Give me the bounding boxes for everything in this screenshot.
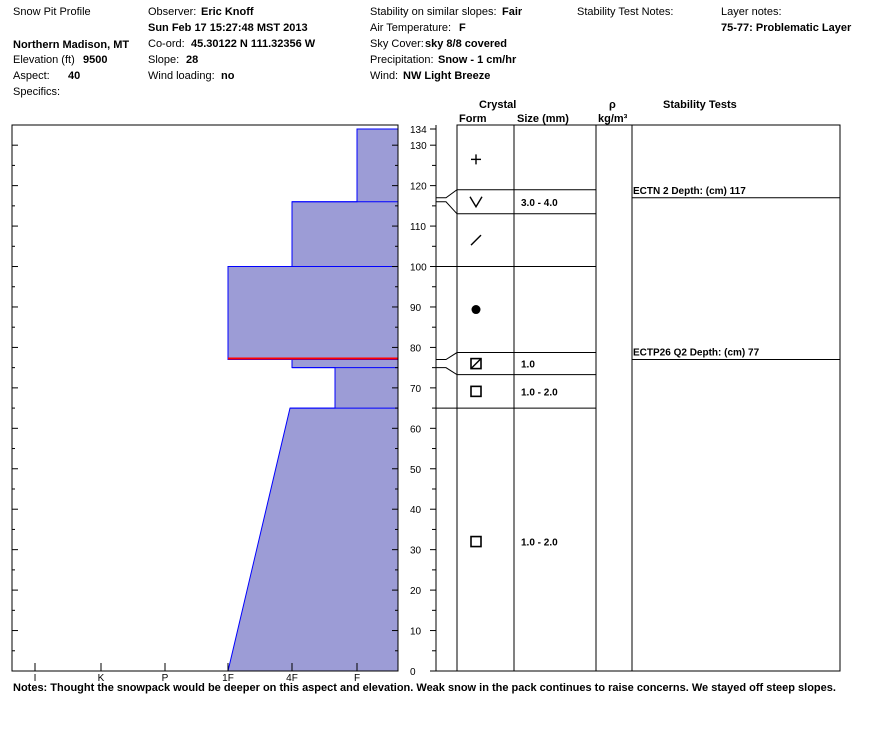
height-tick-label: 30: [410, 546, 422, 557]
dot-icon: [471, 305, 481, 315]
layer-row-boundary: [436, 367, 596, 376]
stability-test-label: ECTN 2 Depth: (cm) 117: [633, 186, 746, 197]
layer-row-boundary: [436, 189, 596, 199]
vee-icon: [469, 196, 483, 209]
square-icon: [470, 535, 482, 548]
specifics-label: Specifics:: [13, 86, 61, 98]
crystal-size-label: 3.0 - 4.0: [521, 198, 558, 209]
layer-table-frame: [456, 124, 841, 672]
coord-value: 45.30122 N 111.32356 W: [191, 38, 316, 50]
crystal-layer-row: [471, 154, 481, 165]
stability-tests-header: Stability Tests: [663, 99, 737, 111]
hardness-tick-label: 1F: [222, 673, 234, 684]
slope-value: 28: [186, 54, 199, 66]
density-unit: kg/m³: [598, 113, 628, 125]
layer-table-panel: 3.0 - 4.0 1.0 1.0 - 2.0 1.0 - 2.0 ECTN 2 Dep…: [436, 124, 841, 672]
sky-value: sky 8/8 covered: [425, 38, 507, 50]
aspect-label: Aspect:: [13, 70, 50, 82]
crystal-layer-row: 1.0 - 2.0: [470, 535, 558, 549]
height-tick-label: 50: [410, 465, 422, 476]
layer-row-boundary: [436, 352, 596, 361]
elevation-value: 9500: [83, 54, 108, 66]
sky-label: Sky Cover:: [370, 38, 424, 50]
notes: Notes: Thought the snowpack would be dee…: [13, 682, 836, 694]
slash-icon: [470, 234, 482, 246]
density-header: ρ: [609, 99, 616, 111]
slope-label: Slope:: [148, 54, 180, 66]
air-temp-value: F: [459, 22, 466, 34]
layer-notes-value: 75-77: Problematic Layer: [721, 22, 852, 34]
aspect-value: 40: [68, 70, 81, 82]
height-tick-label: 40: [410, 505, 422, 516]
height-tick-label: 70: [410, 384, 422, 395]
observer-value: Eric Knoff: [201, 6, 254, 18]
height-tick-label: 130: [410, 141, 427, 152]
height-tick-label: 110: [410, 222, 426, 233]
crystal-size-label: 1.0: [521, 360, 535, 371]
form-header: Form: [459, 113, 487, 125]
stability-notes-label: Stability Test Notes:: [577, 6, 674, 18]
hardness-tick-label: 4F: [286, 673, 298, 684]
slashed-square-icon: [470, 357, 482, 370]
hardness-tick-label: K: [98, 673, 105, 684]
hardness-tick-label: F: [354, 673, 360, 684]
air-temp-label: Air Temperature:: [370, 22, 452, 34]
hardness-panel-frame: [11, 124, 399, 672]
crystal-layer-row: 1.0: [470, 357, 535, 371]
elevation-label: Elevation (ft): [13, 54, 75, 66]
hardness-tick-label: I: [34, 673, 37, 684]
height-tick-label: 10: [410, 627, 422, 638]
hardness-tick-label: P: [162, 673, 169, 684]
size-header: Size (mm): [517, 113, 569, 125]
height-tick-label: 60: [410, 424, 422, 435]
height-tick-label: 0: [410, 667, 416, 678]
height-tick-label: 20: [410, 586, 422, 597]
wind-loading-label: Wind loading:: [148, 70, 215, 82]
layer-notes-label: Layer notes:: [721, 6, 782, 18]
crystal-layer-row: [470, 234, 482, 246]
height-tick-label: 134: [410, 125, 427, 136]
stability-label: Stability on similar slopes:: [370, 6, 497, 18]
crystal-layer-row: [471, 305, 481, 315]
height-tick-label: 90: [410, 303, 422, 314]
observer-label: Observer:: [148, 6, 197, 18]
hardness-area: [227, 128, 399, 672]
crystal-header: Crystal: [479, 99, 517, 111]
crystal-size-label: 1.0 - 2.0: [521, 387, 558, 398]
layer-row-boundary: [436, 201, 596, 215]
stability-test-label: ECTP26 Q2 Depth: (cm) 77: [633, 348, 760, 359]
crystal-layer-row: 3.0 - 4.0: [469, 196, 558, 209]
stability-value: Fair: [502, 6, 523, 18]
datetime: Sun Feb 17 15:27:48 MST 2013: [148, 22, 308, 34]
wind-value: NW Light Breeze: [403, 70, 491, 82]
page-title: Snow Pit Profile: [13, 6, 91, 18]
height-tick-label: 100: [410, 263, 427, 274]
crystal-size-label: 1.0 - 2.0: [521, 538, 558, 549]
coord-label: Co-ord:: [148, 38, 185, 50]
crystal-layer-row: 1.0 - 2.0: [470, 385, 558, 398]
height-axis: 0 10 20 30 40 50 60 70 80 90 100 110 120 130 134: [410, 125, 437, 678]
precip-value: Snow - 1 cm/hr: [438, 54, 517, 66]
height-tick-label: 120: [410, 182, 427, 193]
plus-icon: [471, 154, 481, 165]
location: Northern Madison, MT: [13, 39, 130, 51]
hardness-profile-panel: I K P 1F 4F F: [11, 124, 399, 684]
wind-loading-value: no: [221, 70, 235, 82]
wind-label: Wind:: [370, 70, 399, 82]
square-icon: [470, 385, 482, 398]
height-tick-label: 80: [410, 343, 422, 354]
precip-label: Precipitation:: [370, 54, 434, 66]
